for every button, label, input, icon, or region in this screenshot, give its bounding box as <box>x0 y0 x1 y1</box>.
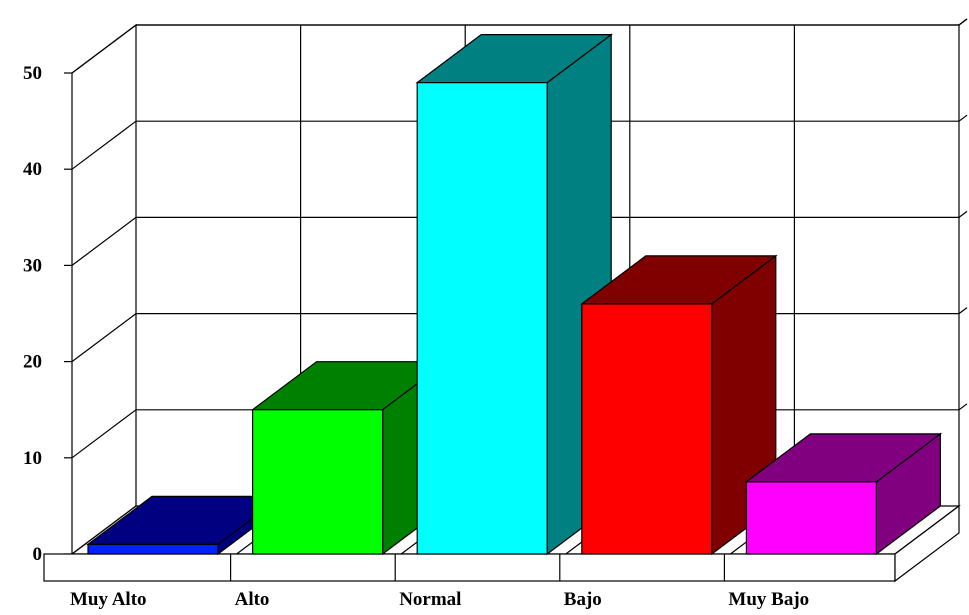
chart-bars <box>86 33 943 556</box>
y-tick-label: 20 <box>23 352 42 373</box>
floor-divider-0 <box>71 505 137 555</box>
y-tick-label: 50 <box>23 63 42 84</box>
gridline-left-50 <box>71 24 137 74</box>
gridline-stub-20 <box>958 307 968 315</box>
x-category-label: Muy Alto <box>70 589 147 610</box>
y-tick-label: 30 <box>23 255 42 276</box>
bar-bajo <box>579 254 778 556</box>
gridline-stub-10 <box>958 403 968 411</box>
x-axis: Muy Alto Alto Normal Bajo Muy Bajo <box>70 589 809 610</box>
gridline-stub-40 <box>958 114 968 122</box>
gridline-stub-30 <box>958 210 968 218</box>
floor-side <box>894 504 960 583</box>
back-wall-stub <box>958 18 968 26</box>
bar-front <box>581 303 713 555</box>
x-category-label: Normal <box>399 589 461 610</box>
y-tick-label: 0 <box>33 544 43 565</box>
y-tick-label: 40 <box>23 159 42 180</box>
gridline-left-30 <box>71 216 137 266</box>
left-wall <box>71 23 137 554</box>
bar-muy-bajo <box>744 432 943 556</box>
gridline-left-10 <box>71 409 137 459</box>
floor-front <box>43 553 896 582</box>
x-category-label: Muy Bajo <box>728 589 809 610</box>
bar-alto <box>250 360 449 556</box>
gridline-left-40 <box>71 120 137 170</box>
gridline-left-20 <box>71 313 137 363</box>
bar-front <box>87 543 219 555</box>
bar-front <box>745 481 878 555</box>
x-category-label: Bajo <box>564 589 602 610</box>
x-category-label: Alto <box>235 589 270 610</box>
bar-front <box>416 82 548 555</box>
y-tick-label: 10 <box>23 448 42 469</box>
bar-front <box>252 409 384 555</box>
y-axis: 0 10 20 30 40 50 <box>23 63 42 565</box>
